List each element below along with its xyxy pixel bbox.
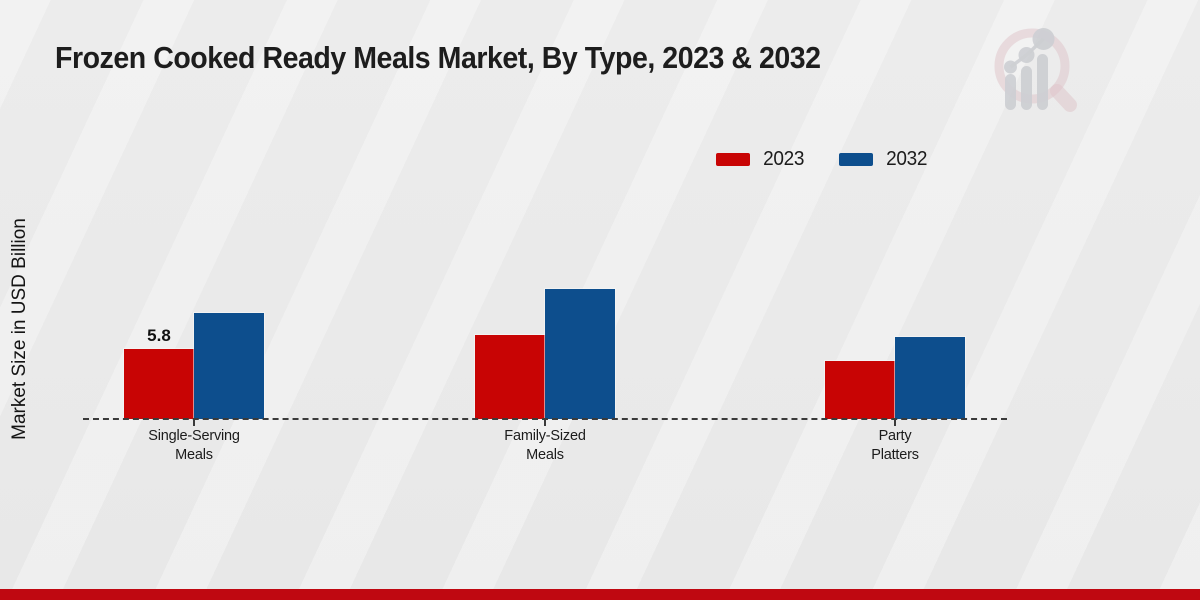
x-axis-tick — [193, 420, 195, 426]
bar-2023-single-serving-meals — [124, 349, 194, 419]
legend-swatch-2032-icon — [839, 153, 874, 166]
legend-label-2032: 2032 — [886, 148, 928, 170]
category-label-party-platters: Party Platters — [871, 428, 919, 464]
bar-2032-party-platters — [895, 337, 965, 419]
footer-accent-band — [0, 589, 1200, 600]
bar-value-label: 5.8 — [147, 326, 171, 345]
legend: 2023 2032 — [716, 148, 929, 171]
bar-2032-single-serving-meals — [194, 313, 264, 419]
magnifier-bar-chart-logo-icon — [994, 28, 1077, 112]
legend-item-2023: 2023 — [716, 148, 805, 171]
legend-label-2023: 2023 — [763, 148, 805, 170]
x-axis-baseline — [83, 418, 1007, 420]
legend-swatch-2023-icon — [716, 153, 750, 166]
bar-2023-family-sized-meals — [475, 335, 545, 419]
category-label-family-sized-meals: Family-Sized Meals — [504, 428, 586, 464]
x-axis-tick — [544, 420, 546, 426]
category-label-single-serving-meals: Single-Serving Meals — [148, 428, 240, 464]
legend-item-2032: 2032 — [839, 148, 928, 171]
x-axis-tick — [894, 420, 896, 426]
chart-title: Frozen Cooked Ready Meals Market, By Typ… — [55, 40, 821, 75]
bar-2032-family-sized-meals — [545, 289, 615, 419]
bar-2023-party-platters — [825, 361, 895, 419]
